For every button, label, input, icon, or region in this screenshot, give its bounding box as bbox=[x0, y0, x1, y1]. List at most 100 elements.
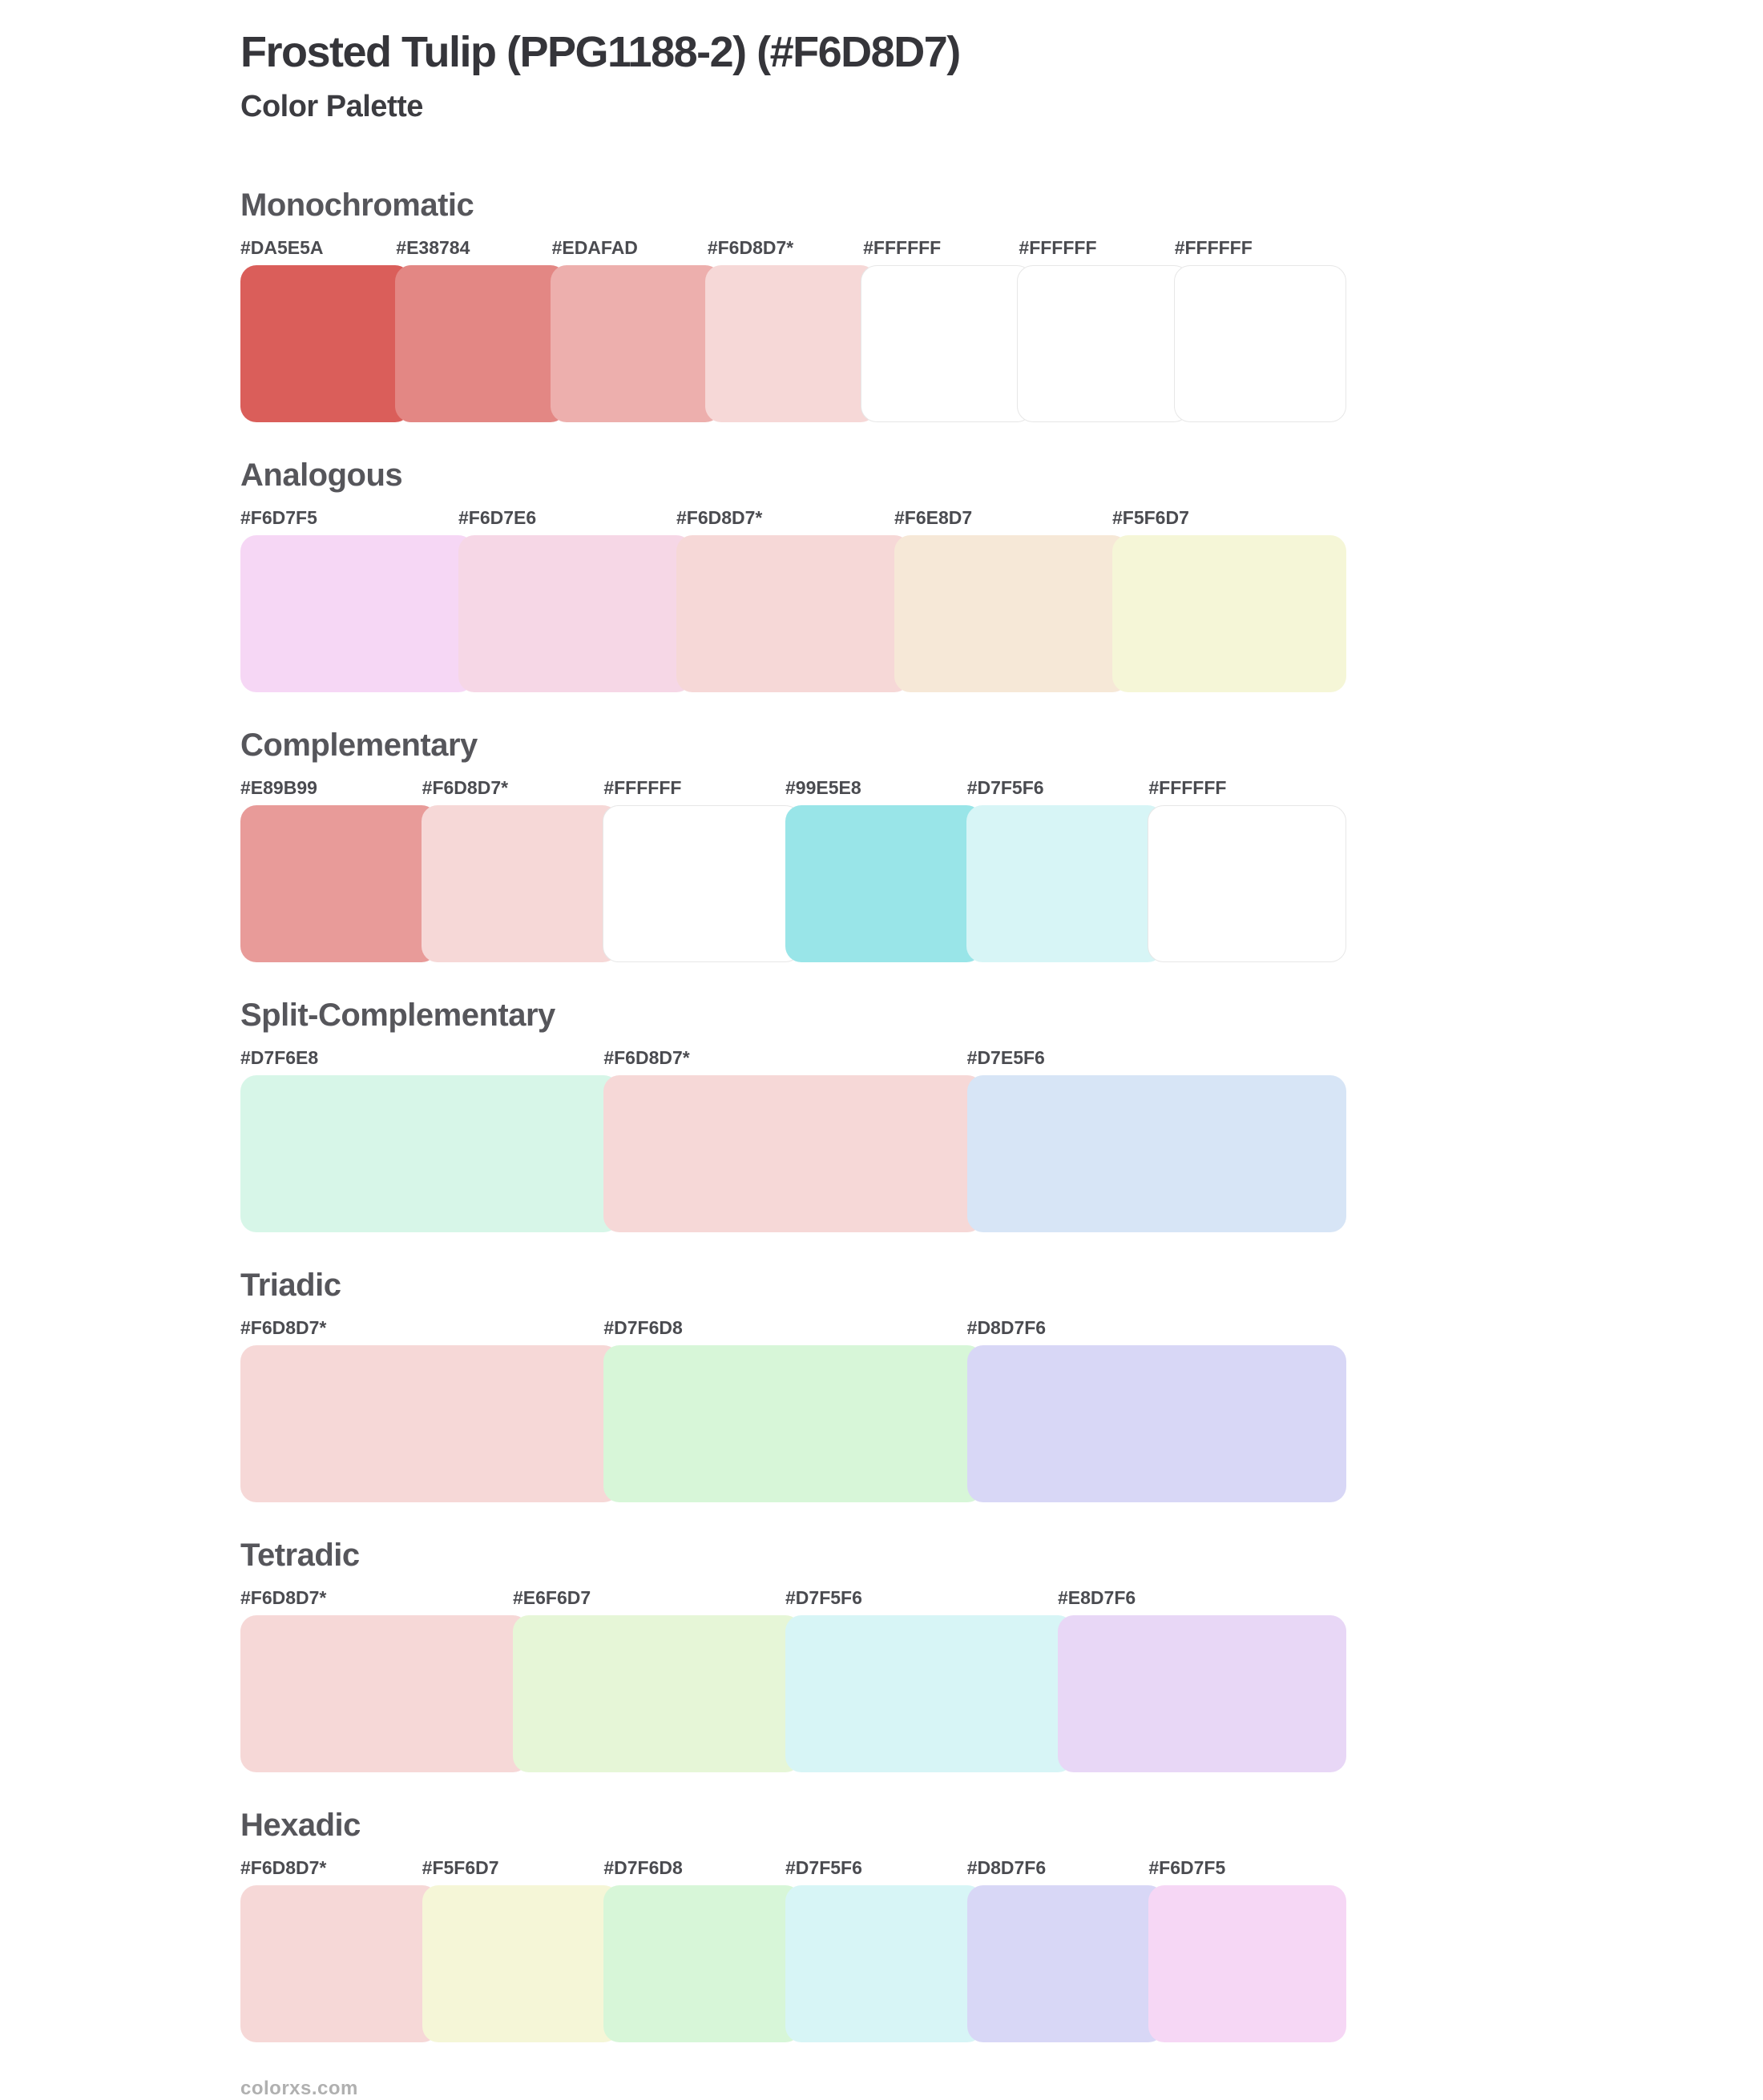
color-swatch[interactable] bbox=[966, 1884, 1165, 2042]
swatch-label-cell: #F6D8D7* bbox=[422, 777, 620, 799]
swatch-hex-label: #E6F6D7 bbox=[513, 1586, 591, 1608]
swatch-hex-label: #FFFFFF bbox=[603, 776, 682, 798]
swatch-label-cell: #D8D7F6 bbox=[967, 1317, 1346, 1339]
swatch-hex-label: #F6D8D7* bbox=[240, 1316, 327, 1338]
swatch-hex-label: #E89B99 bbox=[240, 776, 317, 798]
color-swatch[interactable] bbox=[458, 534, 692, 692]
swatch-labels-row: #F6D8D7* #D7F6D8 #D8D7F6 bbox=[240, 1317, 1346, 1339]
footer-link[interactable]: colorxs.com bbox=[240, 2077, 358, 2099]
swatch-row bbox=[240, 1614, 1346, 1772]
swatch-hex-label: #FFFFFF bbox=[1174, 236, 1253, 258]
swatch-hex-label: #F5F6D7 bbox=[1112, 506, 1189, 528]
swatch-label-cell: #E6F6D7 bbox=[513, 1587, 801, 1609]
swatch-row bbox=[240, 1074, 1346, 1232]
swatch-labels-row: #DA5E5A #E38784 #EDAFAD #F6D8D7* #FFFFFF #FFF… bbox=[240, 237, 1346, 259]
swatch-hex-label: #E38784 bbox=[396, 236, 470, 258]
color-swatch[interactable] bbox=[603, 804, 801, 962]
color-swatch[interactable] bbox=[603, 1074, 983, 1232]
swatch-label-cell: #FFFFFF bbox=[863, 237, 1035, 259]
swatch-label-cell: #D8D7F6 bbox=[967, 1857, 1165, 1879]
color-swatch[interactable] bbox=[240, 264, 412, 422]
section-analogous: Analogous #F6D7F5 #F6D7E6 #F6D8D7* #F6E8D7 #F… bbox=[240, 457, 1346, 692]
section-heading: Tetradic bbox=[240, 1537, 360, 1573]
swatch-hex-label: #D7F5F6 bbox=[966, 776, 1044, 798]
swatch-hex-label: #D7F6E8 bbox=[240, 1046, 319, 1068]
color-swatch[interactable] bbox=[1148, 1884, 1347, 2042]
swatch-label-cell: #F6D7F5 bbox=[240, 507, 474, 529]
color-swatch[interactable] bbox=[422, 804, 619, 962]
swatch-labels-row: #F6D8D7* #E6F6D7 #D7F5F6 #E8D7F6 bbox=[240, 1587, 1346, 1609]
swatch-hex-label: #FFFFFF bbox=[1019, 236, 1097, 258]
swatch-hex-label: #D7F5F6 bbox=[785, 1586, 862, 1608]
color-swatch[interactable] bbox=[603, 1344, 983, 1502]
swatch-row bbox=[240, 804, 1346, 962]
swatch-hex-label: #F6D7F5 bbox=[1148, 1856, 1226, 1878]
color-swatch[interactable] bbox=[894, 534, 1128, 692]
section-tetradic: Tetradic #F6D8D7* #E6F6D7 #D7F5F6 #E8D7F6 bbox=[240, 1538, 1346, 1772]
swatch-labels-row: #F6D7F5 #F6D7E6 #F6D8D7* #F6E8D7 #F5F6D7 bbox=[240, 507, 1346, 529]
section-heading: Hexadic bbox=[240, 1807, 361, 1843]
swatch-hex-label: #D7F6D8 bbox=[603, 1316, 683, 1338]
color-swatch[interactable] bbox=[966, 1074, 1346, 1232]
swatch-hex-label: #F6D8D7* bbox=[707, 236, 794, 258]
section-triadic: Triadic #F6D8D7* #D7F6D8 #D8D7F6 bbox=[240, 1268, 1346, 1502]
color-swatch[interactable] bbox=[966, 804, 1164, 962]
color-swatch[interactable] bbox=[240, 1614, 529, 1772]
color-swatch[interactable] bbox=[240, 1344, 620, 1502]
palette-sections: Monochromatic #DA5E5A #E38784 #EDAFAD #F6D8D… bbox=[240, 187, 1362, 2042]
swatch-hex-label: #FFFFFF bbox=[1148, 776, 1227, 798]
swatch-label-cell: #D7F5F6 bbox=[967, 777, 1165, 799]
swatch-hex-label: #F6D8D7* bbox=[676, 506, 763, 528]
section-heading: Analogous bbox=[240, 457, 403, 493]
color-swatch[interactable] bbox=[395, 264, 567, 422]
color-swatch[interactable] bbox=[550, 264, 722, 422]
color-swatch[interactable] bbox=[1058, 1614, 1346, 1772]
swatch-label-cell: #F6D8D7* bbox=[603, 1047, 982, 1069]
color-swatch[interactable] bbox=[676, 534, 910, 692]
color-swatch[interactable] bbox=[1017, 264, 1190, 422]
swatch-label-cell: #E8D7F6 bbox=[1058, 1587, 1346, 1609]
swatch-hex-label: #E8D7F6 bbox=[1058, 1586, 1136, 1608]
color-swatch[interactable] bbox=[603, 1884, 802, 2042]
section-hexadic: Hexadic #F6D8D7* #F5F6D7 #D7F6D8 #D7F5F6 #D8D… bbox=[240, 1807, 1347, 2042]
color-swatch[interactable] bbox=[705, 264, 877, 422]
color-swatch[interactable] bbox=[240, 1884, 438, 2042]
color-swatch[interactable] bbox=[1173, 264, 1346, 422]
color-swatch[interactable] bbox=[785, 1614, 1074, 1772]
swatch-hex-label: #F6D7E6 bbox=[458, 506, 537, 528]
swatch-label-cell: #E89B99 bbox=[240, 777, 438, 799]
color-swatch[interactable] bbox=[1112, 534, 1346, 692]
swatch-row bbox=[240, 1344, 1346, 1502]
color-swatch[interactable] bbox=[860, 264, 1034, 422]
swatch-label-cell: #FFFFFF bbox=[1148, 777, 1346, 799]
swatch-label-cell: #D7F5F6 bbox=[785, 1857, 983, 1879]
color-swatch[interactable] bbox=[785, 1884, 983, 2042]
swatch-label-cell: #DA5E5A bbox=[240, 237, 412, 259]
color-swatch[interactable] bbox=[785, 804, 982, 962]
swatch-label-cell: #D7F6E8 bbox=[240, 1047, 619, 1069]
swatch-label-cell: #F5F6D7 bbox=[1112, 507, 1346, 529]
swatch-hex-label: #FFFFFF bbox=[863, 236, 942, 258]
swatch-row bbox=[240, 1884, 1347, 2042]
swatch-hex-label: #DA5E5A bbox=[240, 236, 324, 258]
swatch-label-cell: #F5F6D7 bbox=[422, 1857, 620, 1879]
color-swatch[interactable] bbox=[1148, 804, 1346, 962]
swatch-label-cell: #F6D8D7* bbox=[708, 237, 879, 259]
swatch-hex-label: #D8D7F6 bbox=[966, 1856, 1047, 1878]
color-swatch[interactable] bbox=[240, 804, 438, 962]
section-heading: Split-Complementary bbox=[240, 997, 555, 1033]
color-swatch[interactable] bbox=[422, 1884, 620, 2042]
swatch-label-cell: #F6D8D7* bbox=[240, 1317, 619, 1339]
color-swatch[interactable] bbox=[240, 1074, 620, 1232]
swatch-label-cell: #F6D7E6 bbox=[458, 507, 692, 529]
page: Frosted Tulip (PPG1188-2) (#F6D8D7) Colo… bbox=[240, 28, 1362, 2099]
swatch-label-cell: #EDAFAD bbox=[552, 237, 724, 259]
swatch-hex-label: #D7F5F6 bbox=[785, 1856, 862, 1878]
color-swatch[interactable] bbox=[966, 1344, 1346, 1502]
swatch-label-cell: #FFFFFF bbox=[1019, 237, 1190, 259]
swatch-hex-label: #F6E8D7 bbox=[894, 506, 973, 528]
color-swatch[interactable] bbox=[513, 1614, 801, 1772]
color-swatch[interactable] bbox=[240, 534, 474, 692]
swatch-label-cell: #D7E5F6 bbox=[967, 1047, 1346, 1069]
swatch-hex-label: #F6D8D7* bbox=[240, 1586, 327, 1608]
